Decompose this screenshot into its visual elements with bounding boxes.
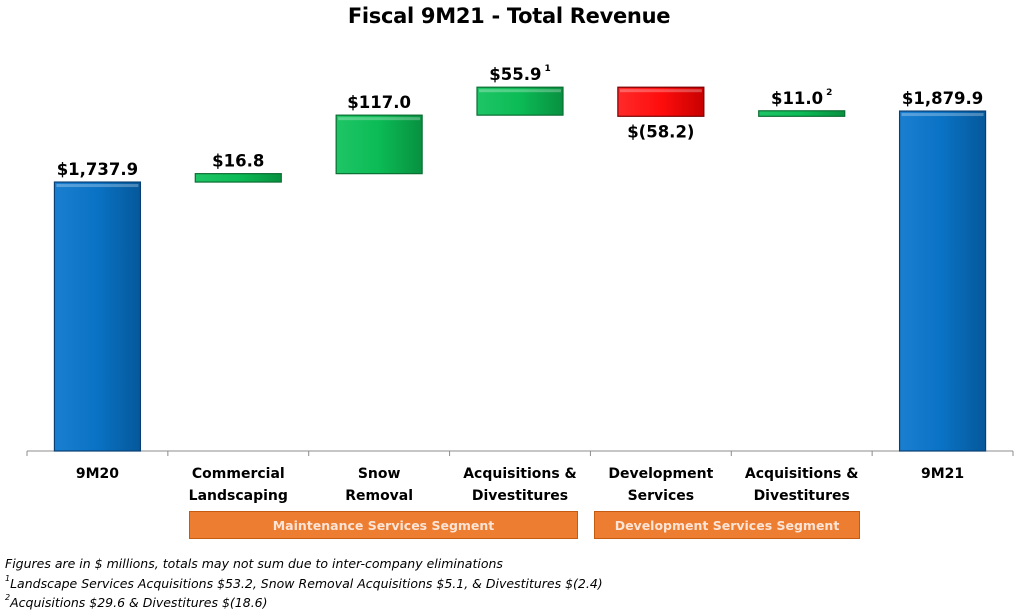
data-label-value: $1,737.9 bbox=[57, 160, 138, 179]
footnote-text: Acquisitions $29.6 & Divestitures $(18.6… bbox=[10, 595, 268, 610]
data-label: $55.9 1 bbox=[489, 64, 550, 84]
x-tick-label-line: Services bbox=[627, 488, 695, 504]
increase-bar bbox=[194, 173, 282, 183]
footnote-1: 1Landscape Services Acquisitions $53.2, … bbox=[5, 574, 603, 594]
bar-bevel-highlight bbox=[56, 184, 139, 188]
x-tick-label-line: Removal bbox=[345, 488, 414, 504]
chart-title: Fiscal 9M21 - Total Revenue bbox=[347, 4, 671, 28]
x-tick-label: Commercial Landscaping bbox=[168, 463, 308, 507]
data-label-value: $117.0 bbox=[347, 93, 411, 112]
decrease-bar bbox=[617, 86, 705, 117]
increase-bar bbox=[758, 110, 846, 117]
data-label-value: $11.0 bbox=[771, 89, 823, 108]
data-label-value: $55.9 bbox=[489, 65, 541, 84]
x-tick-label: Snow Removal bbox=[309, 463, 449, 507]
data-label: $(58.2) bbox=[627, 122, 694, 141]
x-tick-label: Acquisitions & Divestitures bbox=[450, 463, 590, 507]
footnote-text: Landscape Services Acquisitions $53.2, S… bbox=[10, 575, 603, 591]
data-label: $1,737.9 bbox=[57, 160, 138, 179]
footnote-marker: 1 bbox=[5, 573, 11, 583]
bar-bevel-highlight bbox=[901, 113, 984, 117]
x-tick-label-line: Divestitures bbox=[471, 488, 569, 504]
increase-bar bbox=[335, 114, 423, 175]
total-bar bbox=[898, 110, 987, 452]
data-label-value: $1,879.9 bbox=[902, 89, 983, 108]
footnotes: Figures are in $ millions, totals may no… bbox=[5, 554, 603, 613]
bar-bevel-highlight bbox=[338, 117, 421, 121]
footnote-marker: 2 bbox=[826, 88, 832, 98]
x-tick-label: 9M21 bbox=[873, 463, 1013, 485]
footnote-marker: 1 bbox=[544, 64, 550, 74]
x-tick-label-line: Landscaping bbox=[188, 488, 288, 504]
x-tick-label-line: Snow bbox=[357, 466, 401, 482]
data-label-value: $(58.2) bbox=[627, 122, 694, 141]
data-label: $16.8 bbox=[212, 152, 264, 171]
segment-bracket-maintenance: Maintenance Services Segment bbox=[189, 511, 578, 539]
footnote-marker: 2 bbox=[5, 593, 11, 602]
data-label: $1,879.9 bbox=[902, 89, 983, 108]
x-tick-label-line: Commercial bbox=[191, 466, 285, 482]
segment-label: Maintenance Services Segment bbox=[272, 517, 495, 533]
footnote-2: 2Acquisitions $29.6 & Divestitures $(18.… bbox=[5, 593, 603, 613]
bar-bevel-highlight bbox=[619, 89, 702, 93]
bar-bevel-highlight bbox=[479, 89, 561, 93]
increase-bar bbox=[476, 86, 564, 116]
segment-label: Development Services Segment bbox=[614, 517, 840, 533]
data-label: $11.0 2 bbox=[771, 88, 832, 108]
data-label-value: $16.8 bbox=[212, 152, 264, 171]
segment-bracket-development: Development Services Segment bbox=[594, 511, 860, 539]
x-tick-label: Development Services bbox=[591, 463, 731, 507]
x-tick-label: 9M20 bbox=[27, 463, 167, 485]
x-tick-label-line: Divestitures bbox=[753, 488, 850, 504]
x-tick-label-line: Development bbox=[608, 466, 714, 482]
x-tick-label-line: 9M20 bbox=[75, 466, 119, 482]
data-label: $117.0 bbox=[347, 93, 411, 112]
x-tick-label-line: Acquisitions & bbox=[463, 466, 577, 482]
x-tick-label: Acquisitions & Divestitures bbox=[732, 463, 872, 507]
x-tick-label-line: 9M21 bbox=[920, 466, 965, 482]
total-bar bbox=[53, 181, 142, 452]
x-tick-label-line: Acquisitions & bbox=[744, 466, 859, 482]
footnote-general: Figures are in $ millions, totals may no… bbox=[5, 556, 503, 571]
